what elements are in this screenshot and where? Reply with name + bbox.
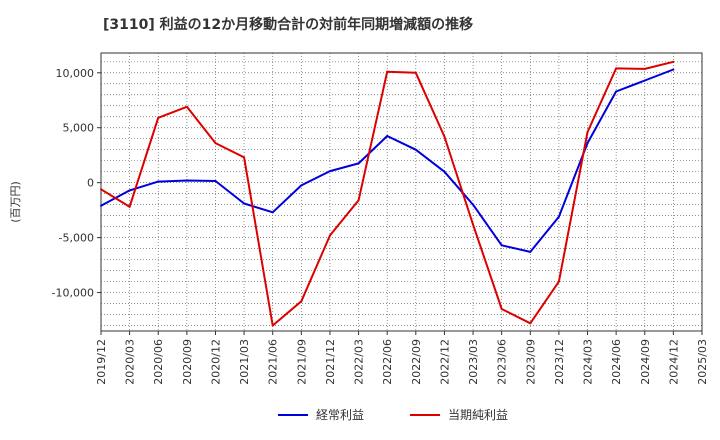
data-point (529, 322, 532, 325)
data-point (157, 180, 160, 183)
data-point (271, 211, 274, 214)
x-tick-label: 2024/03 (582, 339, 595, 385)
data-point (615, 67, 618, 70)
data-point (672, 68, 675, 71)
data-point (500, 308, 503, 311)
data-point (157, 116, 160, 119)
x-tick-label: 2022/09 (410, 339, 423, 385)
data-point (643, 79, 646, 82)
y-tick-label: 5,000 (63, 122, 95, 135)
data-point (529, 250, 532, 253)
x-tick-label: 2025/03 (696, 339, 709, 385)
data-point (271, 324, 274, 327)
data-point (100, 188, 102, 191)
data-point (443, 135, 446, 138)
series-group (100, 60, 675, 327)
x-tick-label: 2020/12 (209, 339, 222, 385)
y-axis: 10,000 5,000 0 -5,000 -10,000 (52, 67, 101, 300)
data-point (100, 204, 102, 207)
x-tick-label: 2024/06 (610, 339, 623, 385)
y-tick-label: -10,000 (52, 287, 94, 300)
data-point (472, 203, 475, 206)
x-axis: 2019/12 2020/03 2020/06 2020/09 2020/12 2021/… (95, 331, 709, 385)
data-point (443, 170, 446, 173)
data-point (128, 189, 131, 192)
data-point (128, 205, 131, 208)
y-tick-label: 0 (87, 177, 94, 190)
y-tick-label: -5,000 (59, 232, 94, 245)
x-tick-label: 2019/12 (95, 339, 108, 385)
x-tick-label: 2021/06 (267, 339, 280, 385)
data-point (615, 90, 618, 93)
data-point (185, 179, 188, 182)
x-tick-label: 2021/09 (295, 339, 308, 385)
x-tick-label: 2023/12 (553, 339, 566, 385)
data-point (243, 202, 246, 205)
data-point (328, 170, 331, 173)
data-point (414, 71, 417, 74)
x-tick-label: 2020/09 (181, 339, 194, 385)
data-point (643, 67, 646, 70)
data-point (243, 156, 246, 159)
legend-label: 経常利益 (316, 408, 364, 422)
grid (101, 53, 702, 331)
chart-title: [3110] 利益の12か月移動合計の対前年同期増減額の推移 (103, 16, 473, 33)
data-point (500, 244, 503, 247)
data-point (557, 280, 560, 283)
data-point (214, 142, 217, 145)
x-tick-label: 2021/12 (324, 339, 337, 385)
x-tick-label: 2023/06 (496, 339, 509, 385)
data-point (586, 142, 589, 145)
x-tick-label: 2023/09 (524, 339, 537, 385)
y-tick-label: 10,000 (56, 67, 95, 80)
x-tick-label: 2022/03 (353, 339, 366, 385)
legend-label: 当期純利益 (448, 408, 508, 422)
data-point (300, 184, 303, 187)
data-point (672, 60, 675, 63)
data-point (214, 180, 217, 183)
data-point (300, 300, 303, 303)
data-point (357, 162, 360, 165)
x-tick-label: 2022/06 (381, 339, 394, 385)
x-tick-label: 2024/09 (639, 339, 652, 385)
legend: 経常利益 当期純利益 (278, 408, 508, 422)
x-tick-label: 2020/06 (152, 339, 165, 385)
x-tick-label: 2023/03 (467, 339, 480, 385)
data-point (357, 199, 360, 202)
x-tick-label: 2021/03 (238, 339, 251, 385)
data-point (185, 105, 188, 108)
x-tick-label: 2020/03 (124, 339, 137, 385)
data-point (386, 134, 389, 137)
x-tick-label: 2022/12 (438, 339, 451, 385)
data-point (328, 234, 331, 237)
y-axis-label: (百万円) (9, 181, 22, 223)
data-point (586, 131, 589, 134)
data-point (557, 215, 560, 218)
plot-area (100, 52, 703, 332)
x-tick-label: 2024/12 (667, 339, 680, 385)
data-point (414, 148, 417, 151)
data-point (386, 70, 389, 73)
data-point (472, 223, 475, 226)
